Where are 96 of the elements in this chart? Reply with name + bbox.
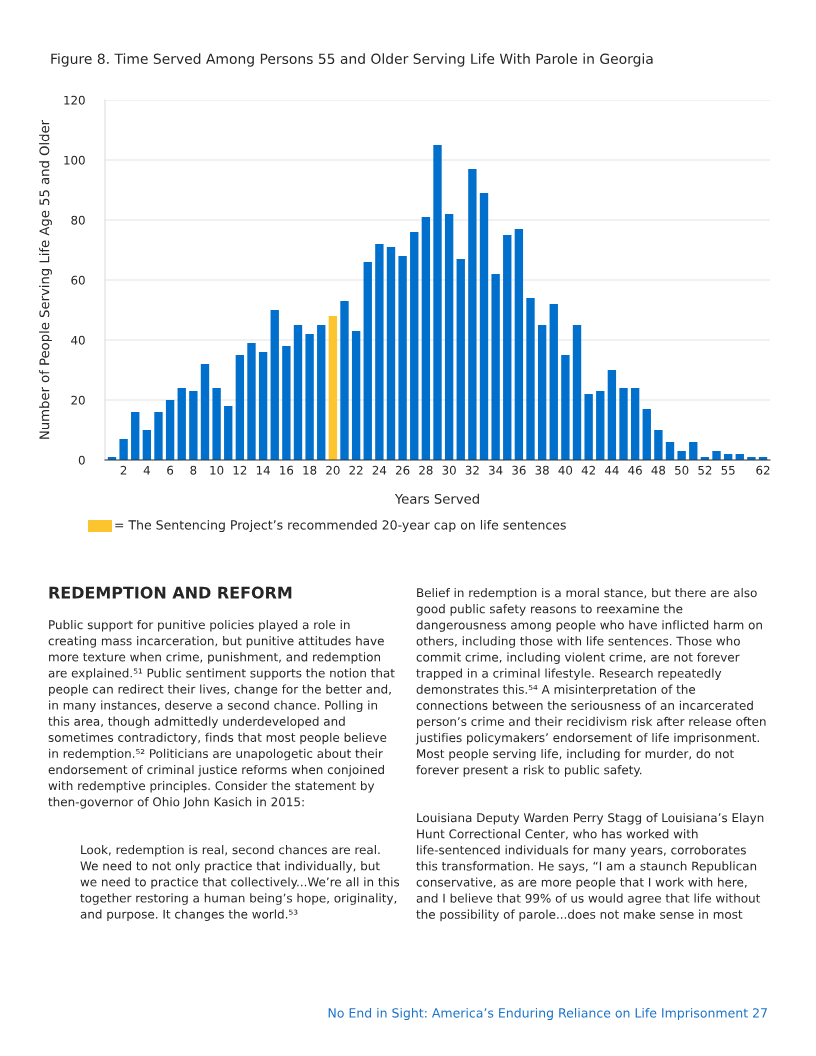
bar bbox=[351, 331, 361, 460]
bar bbox=[235, 355, 245, 460]
bar bbox=[398, 256, 407, 460]
bar bbox=[293, 325, 303, 460]
bar bbox=[561, 355, 570, 460]
x-tick-label: 34 bbox=[489, 465, 503, 475]
bar bbox=[479, 193, 489, 460]
x-tick-label: 42 bbox=[581, 465, 595, 475]
y-tick-label: 40 bbox=[71, 335, 85, 345]
y-tick-label: 60 bbox=[71, 275, 85, 285]
x-tick-label: 55 bbox=[721, 465, 735, 475]
x-tick-label: 4 bbox=[143, 465, 150, 475]
text: Belief in redemption is a moral stance, but there are also good public safety reasons to reexamine the dangerousness among people who have inflicted harm on others, including those with life sentences. Those who commit crime, including violent crime, are not forever trapped in a criminal lifestyle. Research repeatedly demonstrates this.⁵⁴ A misinterpretation of the connections between the seriousness of an incarcerated person’s crime and their recidivism risk after release often justifies policymakers’ endorsement of life imprisonment. Most people serving life, including for murder, do not forever present a risk to public safety. bbox=[415, 588, 766, 777]
bar bbox=[386, 247, 396, 460]
bar bbox=[526, 298, 535, 460]
x-tick-label: 32 bbox=[465, 465, 479, 475]
x-tick-label: 46 bbox=[628, 465, 642, 475]
x-tick-label: 50 bbox=[675, 465, 689, 475]
x-tick-label: 10 bbox=[210, 465, 224, 475]
bar bbox=[247, 343, 256, 460]
x-tick-label: 62 bbox=[756, 465, 770, 475]
x-tick-label: 8 bbox=[190, 465, 197, 475]
y-tick-label: 20 bbox=[71, 395, 85, 405]
x-tick-label: 20 bbox=[326, 465, 340, 475]
bar bbox=[165, 400, 175, 460]
x-tick-label: 2 bbox=[120, 465, 127, 475]
bar bbox=[142, 430, 152, 460]
bar bbox=[363, 262, 372, 460]
x-tick-label: 52 bbox=[698, 465, 712, 475]
bar bbox=[491, 274, 500, 460]
x-tick-label: 40 bbox=[558, 465, 573, 475]
bar bbox=[305, 334, 314, 460]
x-tick-label: 36 bbox=[512, 465, 526, 475]
bar bbox=[410, 232, 419, 460]
bar bbox=[317, 325, 326, 460]
x-tick-label: 28 bbox=[419, 465, 433, 475]
x-axis-title: Years Served bbox=[394, 493, 479, 504]
bar bbox=[514, 229, 524, 460]
x-tick-label: 14 bbox=[256, 465, 270, 475]
bar bbox=[200, 364, 210, 460]
bar bbox=[712, 451, 721, 460]
bar bbox=[154, 412, 163, 460]
bar bbox=[421, 217, 431, 460]
bar bbox=[619, 388, 628, 460]
y-axis-title: Number of People Serving Life Age 55 and Older bbox=[39, 119, 52, 439]
x-tick-label: 6 bbox=[167, 465, 174, 475]
text: Public support for punitive policies played a role in creating mass incarceration, but punitive attitudes have more texture when crime, punishment, and redemption are explained.⁵¹ Public sentiment supports the notion that people can redirect their lives, change for the better and, in many instances, deserve a second chance. Polling in this area, though admittedly underdeveloped and sometimes contradictory, finds that most people believe in redemption.⁵² Politicians are unapologetic about their endorsement of criminal justice reforms when conjoined with redemptive principles. Consider the statement by then-governor of Ohio John Kasich in 2015: bbox=[48, 620, 395, 809]
x-tick-label: 44 bbox=[604, 465, 619, 475]
bar bbox=[654, 430, 663, 460]
bar bbox=[375, 244, 384, 460]
x-tick-label: 48 bbox=[651, 465, 666, 475]
bar bbox=[549, 304, 558, 460]
x-tick-label: 18 bbox=[303, 465, 317, 475]
text: REDEMPTION AND REFORM bbox=[49, 586, 292, 599]
y-tick-label: 80 bbox=[71, 215, 85, 225]
text: = The Sentencing Project’s recommended 20-year cap on life sentences bbox=[115, 519, 566, 533]
bar bbox=[131, 412, 140, 460]
text: Look, redemption is real, second chances are real. We need to not only practice that individually, but we need to practice that collectively...We’re all in this together restoring a human being’s hope, originality, and purpose. It changes the world.⁵³ bbox=[80, 845, 400, 921]
bar bbox=[677, 451, 686, 460]
text: Louisiana Deputy Warden Perry Stagg of Louisiana’s Elayn Hunt Correctional Center, who has worked with life-sentenced individuals for many years, corroborates this transformation. He says, “I am a staunch Republican conservative, as are more people that I work with here, and I believe that 99% of us would agree that life without the possibility of parole...does not make sense in most bbox=[416, 813, 764, 922]
bar bbox=[433, 145, 442, 460]
bar bbox=[328, 316, 338, 460]
x-tick-label: 22 bbox=[349, 465, 363, 475]
bar bbox=[468, 169, 477, 460]
bar bbox=[258, 352, 268, 460]
bar bbox=[596, 391, 605, 460]
bar bbox=[270, 310, 279, 460]
bar bbox=[456, 259, 465, 460]
bar bbox=[503, 235, 512, 460]
bar bbox=[607, 370, 617, 460]
bar bbox=[689, 442, 698, 460]
text: No End in Sight: America’s Enduring Reliance on Life Imprisonment 27 bbox=[328, 1007, 767, 1021]
bar bbox=[282, 346, 291, 460]
x-tick-label: 30 bbox=[442, 465, 456, 475]
bar bbox=[642, 409, 651, 460]
y-tick-label: 100 bbox=[64, 155, 85, 165]
bar bbox=[572, 325, 582, 460]
x-tick-label: 24 bbox=[372, 465, 387, 475]
x-tick-label: 16 bbox=[280, 465, 294, 475]
bar bbox=[224, 406, 233, 460]
bar bbox=[537, 325, 547, 460]
x-tick-label: 12 bbox=[233, 465, 247, 475]
bar bbox=[444, 214, 454, 460]
y-tick-label: 0 bbox=[78, 455, 85, 465]
bar bbox=[584, 394, 593, 460]
bar bbox=[189, 391, 198, 460]
bar bbox=[340, 301, 349, 460]
bar bbox=[119, 439, 128, 460]
bar bbox=[630, 388, 640, 460]
y-tick-label: 120 bbox=[64, 95, 85, 105]
chart-title: Figure 8. Time Served Among Persons 55 and Older Serving Life With Parole in Georgia bbox=[51, 53, 653, 67]
bar bbox=[177, 388, 186, 460]
bar bbox=[212, 388, 221, 460]
bar bbox=[665, 442, 675, 460]
x-tick-label: 26 bbox=[395, 465, 410, 475]
x-tick-label: 38 bbox=[535, 465, 549, 475]
